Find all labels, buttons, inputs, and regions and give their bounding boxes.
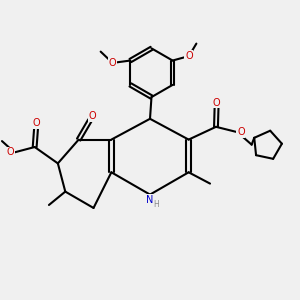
Text: O: O: [88, 111, 96, 121]
Text: O: O: [109, 58, 116, 68]
Text: H: H: [154, 200, 159, 209]
Text: O: O: [237, 127, 245, 137]
Text: O: O: [213, 98, 220, 108]
Text: O: O: [32, 118, 40, 128]
Text: N: N: [146, 195, 154, 205]
Text: O: O: [185, 51, 193, 61]
Text: O: O: [7, 147, 14, 158]
